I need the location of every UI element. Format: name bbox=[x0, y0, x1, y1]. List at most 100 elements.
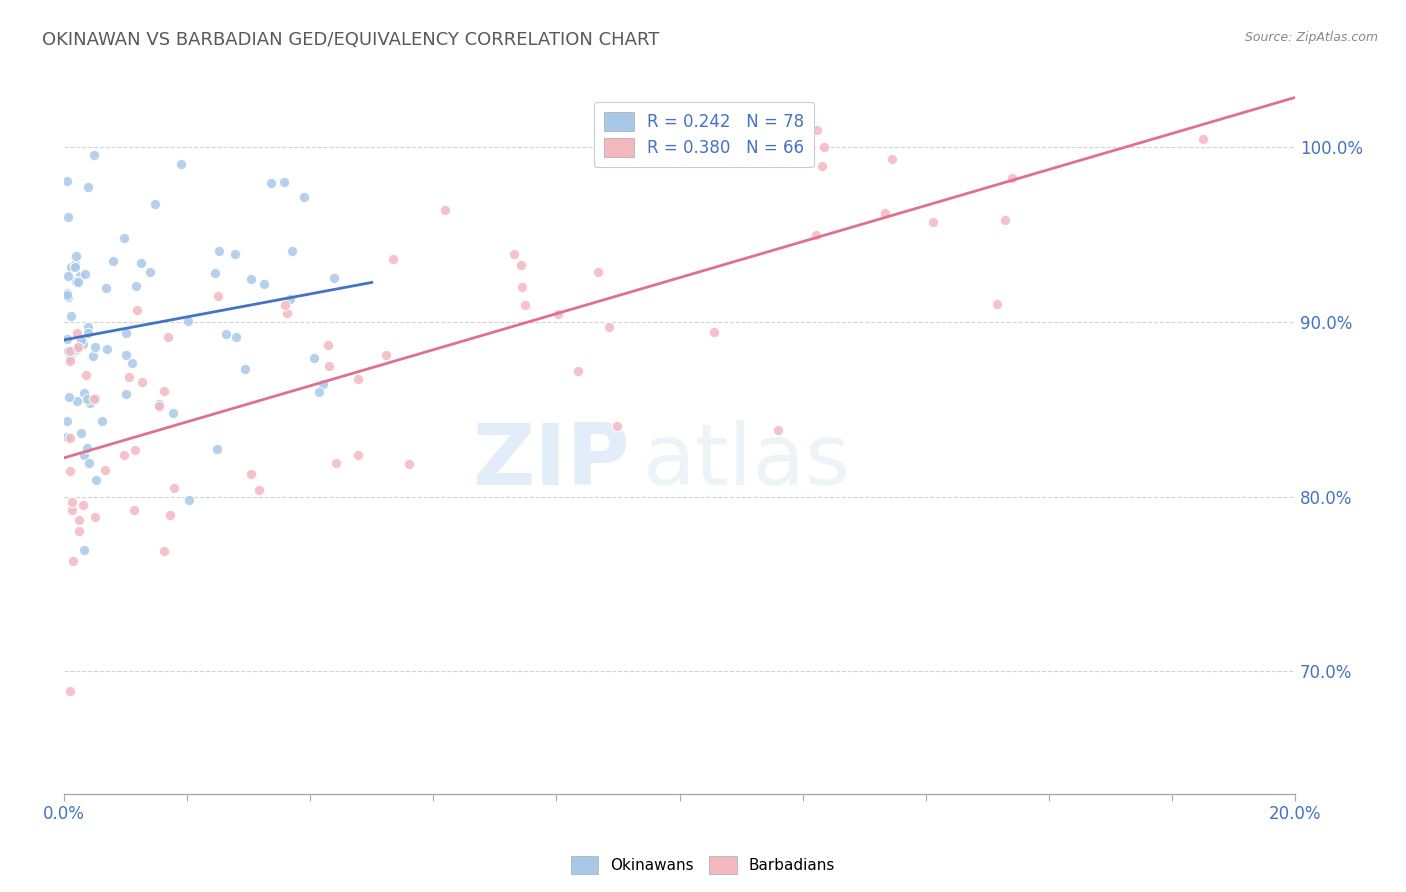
Point bbox=[882, 152, 904, 166]
Point bbox=[381, 252, 404, 266]
Point bbox=[73, 267, 96, 281]
Point bbox=[695, 139, 717, 153]
Point bbox=[83, 340, 105, 354]
Point bbox=[177, 314, 200, 328]
Point bbox=[547, 308, 569, 322]
Point bbox=[434, 203, 457, 218]
Point bbox=[91, 414, 114, 428]
Point bbox=[276, 306, 298, 320]
Point bbox=[79, 396, 101, 410]
Point bbox=[67, 524, 90, 538]
Point bbox=[94, 281, 117, 295]
Point bbox=[260, 176, 283, 190]
Point bbox=[60, 348, 83, 362]
Point bbox=[986, 296, 1008, 310]
Point bbox=[804, 227, 827, 242]
Point bbox=[139, 265, 162, 279]
Point bbox=[398, 457, 420, 471]
Point bbox=[318, 359, 340, 373]
Point bbox=[79, 456, 101, 470]
Point bbox=[112, 448, 135, 462]
Point bbox=[233, 362, 256, 376]
Point bbox=[240, 467, 263, 482]
Point bbox=[59, 464, 82, 478]
Point bbox=[77, 326, 100, 341]
Point bbox=[56, 268, 79, 283]
Point bbox=[157, 330, 180, 344]
Point bbox=[148, 400, 170, 414]
Point bbox=[703, 326, 725, 340]
Point bbox=[347, 371, 370, 385]
Point bbox=[60, 309, 83, 323]
Point bbox=[118, 369, 141, 384]
Point bbox=[84, 509, 107, 524]
Point bbox=[873, 206, 896, 220]
Point bbox=[510, 280, 533, 294]
Point bbox=[73, 385, 96, 400]
Point bbox=[56, 285, 79, 300]
Point bbox=[994, 212, 1017, 227]
Text: ZIP: ZIP bbox=[472, 420, 630, 503]
Point bbox=[513, 298, 536, 312]
Point bbox=[239, 272, 262, 286]
Point bbox=[606, 418, 628, 433]
Point bbox=[94, 463, 117, 477]
Point bbox=[274, 297, 297, 311]
Point bbox=[121, 356, 143, 370]
Point bbox=[179, 493, 201, 508]
Point bbox=[83, 392, 105, 406]
Point bbox=[60, 502, 83, 516]
Point bbox=[312, 376, 335, 391]
Point bbox=[112, 230, 135, 244]
Point bbox=[152, 544, 174, 558]
Point bbox=[101, 253, 124, 268]
Point bbox=[56, 332, 79, 346]
Point bbox=[66, 275, 89, 289]
Point bbox=[325, 456, 347, 470]
Point bbox=[346, 448, 368, 462]
Point bbox=[114, 326, 136, 340]
Point bbox=[124, 442, 146, 457]
Point bbox=[75, 368, 97, 382]
Point bbox=[114, 387, 136, 401]
Point bbox=[208, 244, 231, 259]
Point bbox=[302, 351, 325, 365]
Point bbox=[56, 211, 79, 225]
Legend: R = 0.242   N = 78, R = 0.380   N = 66: R = 0.242 N = 78, R = 0.380 N = 66 bbox=[593, 102, 814, 167]
Point bbox=[148, 397, 170, 411]
Point bbox=[503, 247, 526, 261]
Point bbox=[58, 351, 80, 365]
Point bbox=[280, 244, 302, 258]
Point bbox=[72, 448, 94, 462]
Point bbox=[1001, 171, 1024, 186]
Point bbox=[316, 338, 339, 352]
Point bbox=[72, 543, 94, 558]
Point bbox=[207, 289, 229, 303]
Point bbox=[129, 256, 152, 270]
Text: OKINAWAN VS BARBADIAN GED/EQUIVALENCY CORRELATION CHART: OKINAWAN VS BARBADIAN GED/EQUIVALENCY CO… bbox=[42, 31, 659, 49]
Point bbox=[58, 390, 80, 404]
Point bbox=[60, 495, 83, 509]
Point bbox=[77, 180, 100, 194]
Point bbox=[308, 385, 330, 400]
Point bbox=[273, 175, 295, 189]
Point bbox=[65, 260, 87, 274]
Point bbox=[510, 258, 533, 272]
Point bbox=[143, 197, 166, 211]
Point bbox=[131, 375, 153, 389]
Point bbox=[205, 442, 228, 457]
Point bbox=[59, 260, 82, 274]
Point bbox=[163, 482, 186, 496]
Point bbox=[67, 513, 90, 527]
Point bbox=[598, 319, 620, 334]
Point bbox=[766, 423, 789, 437]
Point bbox=[806, 123, 828, 137]
Point bbox=[56, 414, 79, 428]
Point bbox=[76, 320, 98, 334]
Point bbox=[323, 271, 346, 285]
Point bbox=[56, 174, 79, 188]
Point bbox=[1191, 132, 1213, 146]
Point bbox=[76, 441, 98, 455]
Point bbox=[72, 498, 94, 512]
Point bbox=[63, 257, 86, 271]
